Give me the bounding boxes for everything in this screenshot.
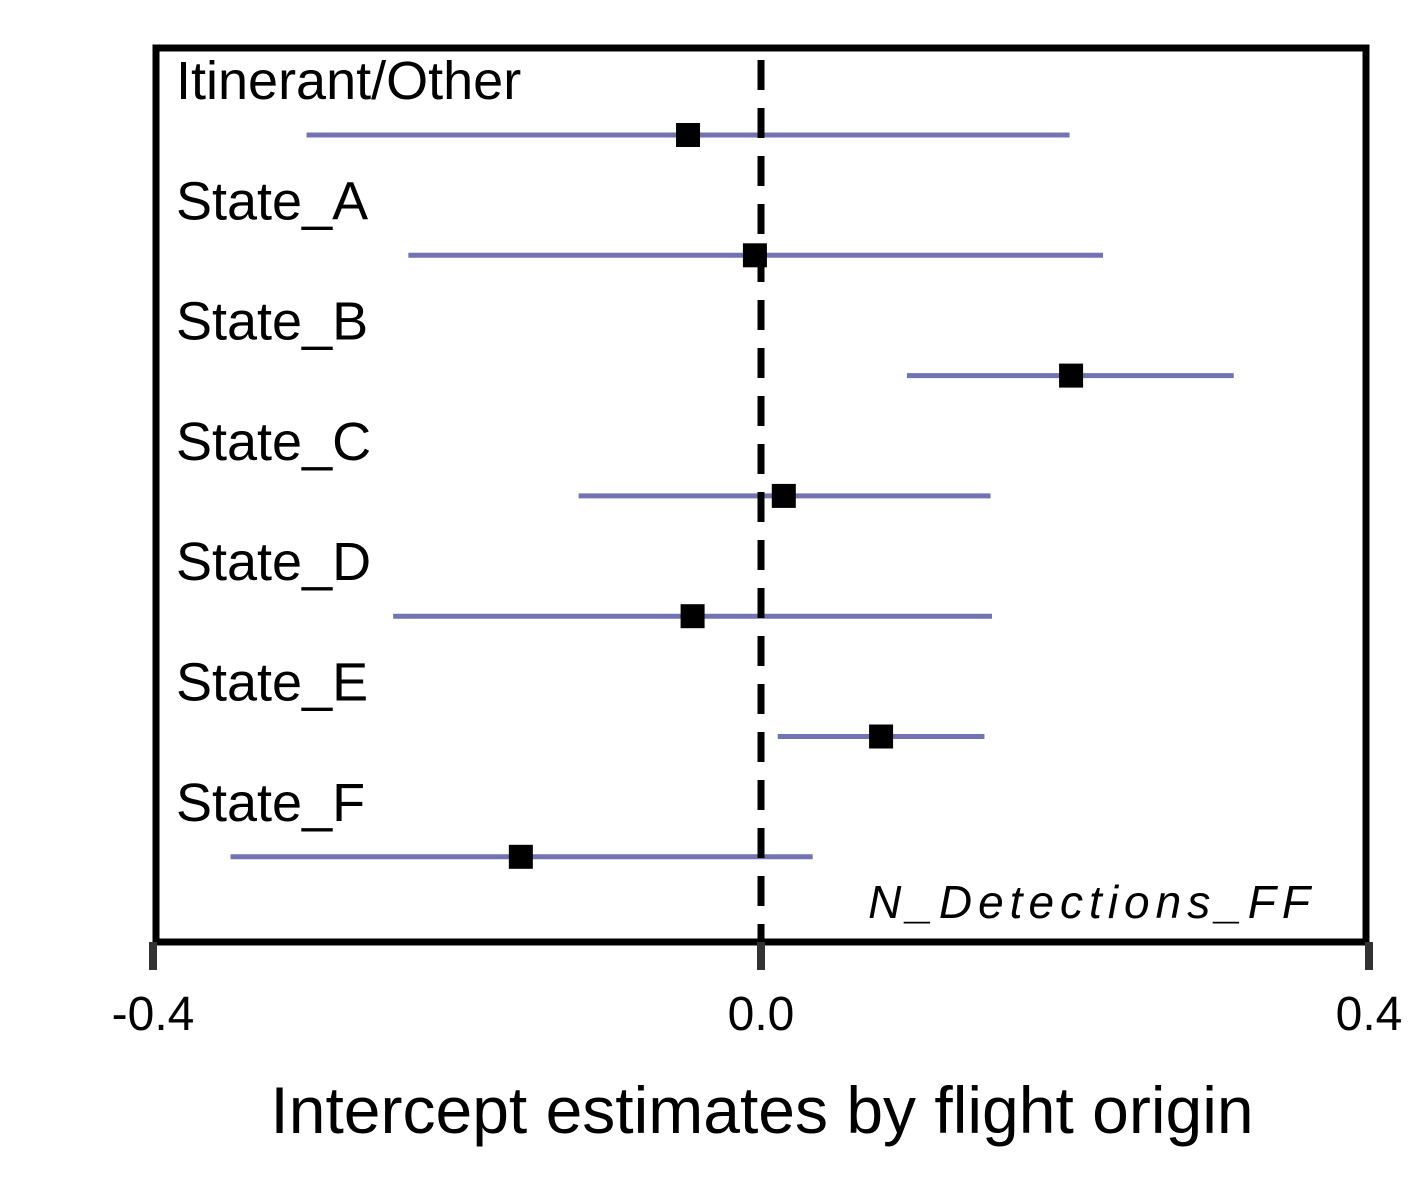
forest-row: State_C <box>176 412 991 508</box>
row-label: Itinerant/Other <box>176 51 521 111</box>
x-tick-label: 0.4 <box>1336 988 1403 1041</box>
forest-row: State_F <box>176 773 813 869</box>
rows-layer: Itinerant/Other State_A State_B State_C Stat… <box>176 51 1234 869</box>
forest-row: State_E <box>176 653 985 749</box>
x-tick-label: -0.4 <box>112 988 195 1041</box>
forest-row: State_B <box>176 292 1234 388</box>
panel-label: N_Detections_FF <box>868 876 1316 928</box>
x-tick-label: 0.0 <box>728 988 795 1041</box>
point-estimate <box>680 604 705 629</box>
point-estimate <box>676 123 701 147</box>
row-label: State_E <box>176 653 368 713</box>
forest-row: State_D <box>176 532 993 629</box>
row-label: State_C <box>176 412 371 472</box>
point-estimate <box>869 724 894 749</box>
point-estimate <box>771 483 796 508</box>
row-label: State_B <box>176 292 368 352</box>
x-axis-label: Intercept estimates by flight origin <box>270 1073 1253 1147</box>
forest-row: State_A <box>176 171 1103 268</box>
forest-row: Itinerant/Other <box>176 51 1070 147</box>
x-axis: -0.4 0.0 0.4 <box>112 942 1403 1041</box>
point-estimate <box>508 844 533 869</box>
point-estimate <box>1059 363 1084 388</box>
row-label: State_A <box>176 171 368 231</box>
row-label: State_F <box>176 773 365 833</box>
row-label: State_D <box>176 532 371 592</box>
